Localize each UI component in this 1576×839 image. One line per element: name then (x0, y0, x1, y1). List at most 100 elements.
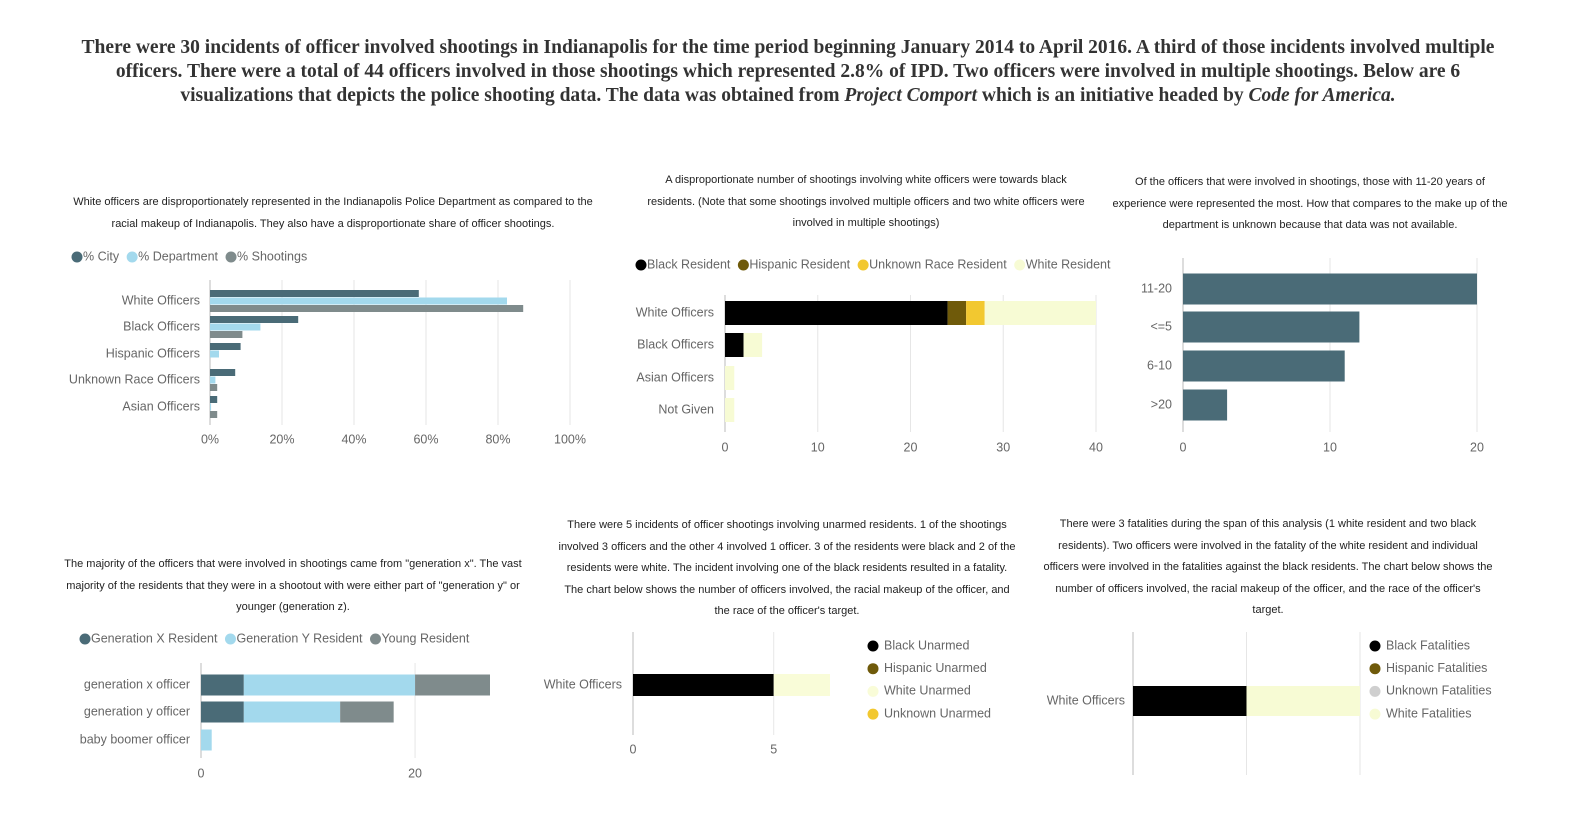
legend-marker (867, 640, 879, 652)
header-text: which is an initiative headed by (977, 85, 1249, 106)
legend-marker (1369, 640, 1381, 652)
bar (1183, 350, 1345, 382)
bar-segment (201, 701, 244, 723)
x-tick-label: 5 (770, 742, 777, 756)
bar-segment (1133, 686, 1247, 716)
bar (1183, 311, 1360, 343)
legend-marker (737, 259, 749, 271)
legend-marker (857, 259, 869, 271)
y-tick-label: Black Officers (123, 319, 200, 333)
x-tick-label: 0 (630, 742, 637, 756)
y-tick-label: 11-20 (1141, 281, 1172, 295)
bar (1183, 389, 1228, 421)
bar-segment (340, 701, 394, 723)
bar (210, 343, 241, 350)
x-tick-label: 100% (554, 432, 586, 446)
y-tick-label: baby boomer officer (80, 732, 190, 746)
bar-segment (725, 333, 744, 357)
y-tick-label: <=5 (1150, 319, 1172, 333)
legend-label: Unknown Race Resident (869, 257, 1007, 271)
legend-marker (635, 259, 647, 271)
bar (1183, 273, 1477, 305)
legend-label: % City (83, 249, 120, 263)
bar (210, 396, 218, 403)
bar-segment (415, 674, 490, 696)
legend-marker (71, 251, 83, 263)
bar-segment (725, 366, 735, 390)
legend-label: % Department (138, 249, 218, 263)
bar-segment (633, 674, 774, 696)
header-text: There were 30 incidents of officer invol… (81, 37, 1495, 106)
legend-marker (1369, 663, 1381, 675)
bar (210, 376, 216, 384)
x-tick-label: 30 (996, 440, 1010, 454)
chart-description: There were 5 incidents of officer shooti… (558, 519, 1016, 617)
bar (210, 316, 299, 323)
y-tick-label: >20 (1151, 397, 1172, 411)
bar-segment (243, 701, 341, 723)
x-tick-label: 0% (201, 432, 219, 446)
chart-description: The majority of the officers that were i… (64, 558, 522, 613)
legend-label: White Resident (1026, 257, 1111, 271)
bar-segment (201, 729, 212, 751)
bar (210, 323, 261, 331)
bar-segment (743, 333, 763, 357)
chart-description: Of the officers that were involved in sh… (1112, 176, 1508, 231)
bar-segment (725, 301, 948, 325)
bar (210, 384, 218, 391)
legend-label: % Shootings (237, 249, 307, 263)
bar (210, 331, 243, 338)
bar (210, 290, 419, 297)
bar (210, 403, 212, 411)
legend-marker (1369, 708, 1381, 720)
bar (210, 411, 218, 418)
bar (210, 305, 524, 312)
x-tick-label: 0 (1180, 440, 1187, 454)
chart-description: There were 3 fatalities during the span … (1043, 518, 1493, 616)
legend-marker (1014, 259, 1026, 271)
legend-label: Black Resident (647, 257, 731, 271)
chart-description: A disproportionate number of shootings i… (647, 174, 1085, 229)
legend-marker (224, 633, 236, 645)
legend-marker (867, 708, 879, 720)
y-tick-label: Black Officers (637, 337, 714, 351)
y-tick-label: White Officers (122, 293, 200, 307)
legend-marker (126, 251, 138, 263)
y-tick-label: Not Given (658, 402, 714, 416)
bar-segment (773, 674, 830, 696)
x-tick-label: 10 (811, 440, 825, 454)
bar (210, 369, 236, 376)
bar (210, 350, 219, 358)
y-tick-label: Asian Officers (636, 370, 714, 384)
bar-segment (984, 301, 1096, 325)
legend-label: Generation X Resident (91, 631, 218, 645)
bar-segment (947, 301, 967, 325)
chart-description: White officers are disproportionately re… (73, 196, 593, 230)
header-emphasis: Code for America. (1248, 85, 1396, 106)
legend-label: Young Resident (381, 631, 469, 645)
legend-label: Hispanic Fatalities (1386, 661, 1487, 675)
y-tick-label: 6-10 (1147, 358, 1172, 372)
legend-marker (1369, 685, 1381, 697)
bar-segment (243, 674, 416, 696)
y-tick-label: Asian Officers (122, 399, 200, 413)
legend-marker (867, 685, 879, 697)
y-tick-label: generation x officer (84, 677, 190, 691)
x-tick-label: 20% (269, 432, 294, 446)
x-tick-label: 60% (413, 432, 438, 446)
x-tick-label: 20 (1470, 440, 1484, 454)
x-tick-label: 0 (722, 440, 729, 454)
y-tick-label: White Officers (636, 305, 714, 319)
bar-segment (1246, 686, 1360, 716)
y-tick-label: generation y officer (84, 704, 190, 718)
x-tick-label: 20 (904, 440, 918, 454)
y-tick-label: Hispanic Officers (106, 346, 200, 360)
legend-marker (369, 633, 381, 645)
bar-segment (201, 674, 244, 696)
legend-label: Black Unarmed (884, 638, 969, 652)
x-tick-label: 40% (341, 432, 366, 446)
y-tick-label: White Officers (1047, 693, 1125, 707)
bar-segment (966, 301, 985, 325)
